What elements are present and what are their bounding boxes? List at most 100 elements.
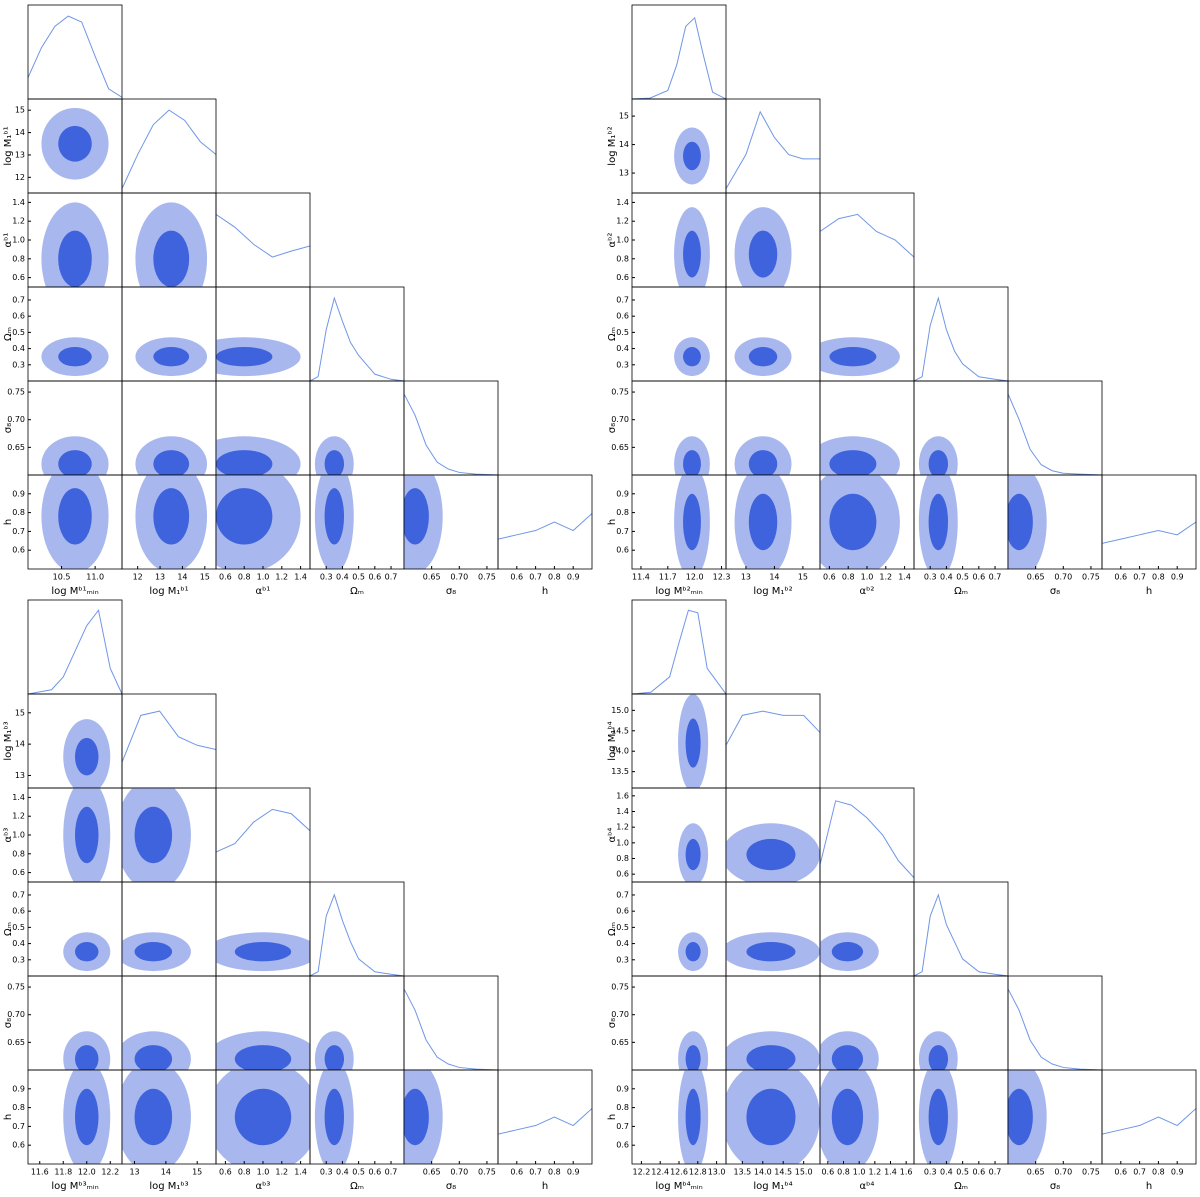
y-tick-label: 1.0 (12, 236, 25, 245)
y-tick-label: 1.2 (12, 217, 25, 226)
panel-frame (819, 787, 915, 883)
contour (75, 941, 99, 962)
x-tick-label: 0.4 (940, 1168, 953, 1177)
x-axis-label: αᵇ² (860, 586, 875, 597)
y-tick-label: 0.6 (616, 546, 629, 555)
x-tick-label: 0.7 (529, 1168, 542, 1177)
y-tick-label: 14.5 (611, 726, 629, 735)
panel (28, 609, 122, 694)
contour (153, 450, 190, 475)
y-tick-label: 0.65 (7, 1038, 25, 1047)
y-tick-label: 1.0 (12, 831, 25, 840)
panel (914, 893, 1008, 976)
x-tick-label: 0.65 (423, 573, 441, 582)
x-tick-label: 1.6 (900, 1168, 913, 1177)
x-tick-label: 14 (177, 573, 187, 582)
panel (918, 436, 958, 475)
marginal-curve (122, 710, 216, 763)
x-axis-label: h (542, 1181, 548, 1192)
marginal-curve (404, 393, 498, 475)
y-tick-label: 0.7 (12, 890, 25, 899)
y-tick-label: 1.4 (616, 198, 629, 207)
marginal-curve (310, 893, 404, 976)
contour (928, 1088, 949, 1146)
x-tick-label: 12.0 (686, 573, 704, 582)
x-tick-label: 14.0 (754, 1168, 772, 1177)
x-tick-label: 0.6 (821, 1168, 834, 1177)
y-tick-label: 0.6 (12, 907, 25, 916)
x-axis-label: h (1146, 586, 1152, 597)
x-axis-label: log Mᵇ¹ₘᵢₙ (51, 586, 98, 597)
y-tick-label: 0.8 (12, 849, 25, 858)
panel (404, 393, 498, 475)
y-tick-label: 0.75 (7, 983, 25, 992)
panel-frame (1007, 975, 1103, 1071)
y-tick-label: 13 (619, 169, 629, 178)
x-axis-label: σ₈ (446, 586, 456, 597)
contour (748, 230, 778, 278)
contour (1008, 1088, 1033, 1146)
y-tick-label: 0.3 (12, 955, 25, 964)
contour (324, 488, 345, 545)
x-tick-label: 0.8 (842, 573, 855, 582)
x-tick-label: 0.9 (567, 573, 580, 582)
y-tick-label: 15 (15, 106, 25, 115)
y-tick-label: 0.8 (616, 508, 629, 517)
contour (404, 1088, 429, 1146)
y-tick-label: 0.7 (12, 1122, 25, 1131)
y-axis-label: σ₈ (3, 1018, 14, 1028)
contour (685, 941, 701, 962)
marginal-curve (216, 213, 310, 258)
y-tick-label: 0.6 (616, 1141, 629, 1150)
contour (58, 346, 92, 367)
x-tick-label: 0.5 (352, 573, 365, 582)
y-axis-label: h (607, 519, 618, 525)
x-tick-label: 0.6 (1114, 1168, 1127, 1177)
x-tick-label: 0.7 (529, 573, 542, 582)
x-tick-label: 0.7 (385, 573, 398, 582)
panel (216, 337, 301, 377)
x-tick-label: 11.0 (86, 573, 104, 582)
x-tick-label: 0.8 (548, 1168, 561, 1177)
panel (674, 127, 710, 185)
x-axis-label: σ₈ (1050, 1181, 1060, 1192)
panel (1102, 1108, 1196, 1135)
panel (674, 436, 710, 475)
y-tick-label: 13 (15, 150, 25, 159)
x-tick-label: 0.75 (478, 1168, 496, 1177)
panel (678, 694, 709, 788)
y-axis-label: Ωₘ (3, 922, 14, 936)
x-axis-label: h (1146, 1181, 1152, 1192)
panel (122, 788, 191, 882)
x-axis-label: Ωₘ (350, 586, 364, 597)
y-axis-label: h (607, 1114, 618, 1120)
y-tick-label: 0.8 (12, 508, 25, 517)
y-tick-label: 0.3 (12, 360, 25, 369)
x-tick-label: 0.65 (1027, 573, 1045, 582)
x-axis-label: log M₁ᵇ² (753, 586, 792, 597)
contour (683, 346, 701, 367)
panel-frame (403, 380, 499, 476)
y-tick-label: 0.3 (616, 955, 629, 964)
panel (632, 609, 726, 694)
x-axis-label: log M₁ᵇ³ (149, 1181, 188, 1192)
panel (314, 436, 354, 475)
y-axis-label: Ωₘ (607, 922, 618, 936)
panel (122, 932, 191, 972)
panel (918, 1070, 958, 1164)
x-tick-label: 12.0 (78, 1168, 96, 1177)
contour (685, 718, 701, 768)
panel (734, 207, 792, 287)
x-tick-label: 12.2 (101, 1168, 119, 1177)
panel (216, 932, 310, 972)
x-tick-label: 0.3 (320, 1168, 333, 1177)
y-tick-label: 0.9 (12, 489, 25, 498)
contour (324, 1045, 345, 1070)
x-tick-label: 11.7 (659, 573, 677, 582)
x-tick-label: 0.65 (423, 1168, 441, 1177)
x-tick-label: 15.0 (795, 1168, 813, 1177)
x-axis-label: log Mᵇ³ₘᵢₙ (51, 1181, 98, 1192)
y-tick-label: 0.3 (616, 360, 629, 369)
contour (58, 230, 92, 287)
y-axis-label: h (3, 519, 14, 525)
